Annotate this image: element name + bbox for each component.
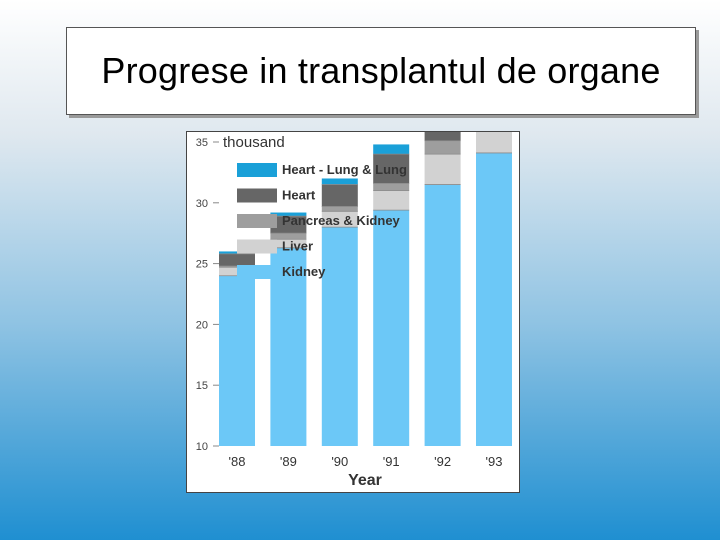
bar-segment-kidney <box>219 275 255 446</box>
bar-segment-liver <box>270 239 307 248</box>
slide-title-box: Progrese in transplantul de organe <box>66 27 696 115</box>
y-axis: 10 15 20 25 30 35 thousand <box>196 134 285 453</box>
legend-swatch <box>237 188 277 203</box>
x-tick-label: '90 <box>331 454 348 469</box>
bar-segment-kidney <box>424 184 461 446</box>
legend-label: Heart - Lung & Lung <box>282 162 407 177</box>
x-tick-label: '89 <box>280 454 297 469</box>
bar-segment-liver <box>373 190 410 211</box>
y-tick-label: 30 <box>196 198 208 210</box>
bars-group <box>219 58 512 446</box>
bar-segment-heart <box>270 216 307 234</box>
x-tick-label: '91 <box>383 454 400 469</box>
legend-label: Kidney <box>282 264 326 279</box>
unit-label: thousand <box>223 134 285 151</box>
y-tick-label: 25 <box>196 259 208 271</box>
slide-title: Progrese in transplantul de organe <box>101 50 661 91</box>
bar-segment-pancreas-kidney <box>424 140 461 155</box>
legend-label: Pancreas & Kidney <box>282 213 401 228</box>
bar-segment-pancreas-kidney <box>321 206 358 212</box>
legend-swatch <box>237 265 277 279</box>
stacked-bar-chart: 10 15 20 25 30 35 thousand Heart - Lung & Lung… <box>196 58 512 489</box>
legend-label: Liver <box>282 239 313 254</box>
bar-segment-pancreas-kidney <box>373 183 410 191</box>
x-axis-title: Year <box>348 472 382 489</box>
bar-segment-liver <box>321 211 358 228</box>
bar-segment-heart-lung-lung <box>321 178 358 185</box>
y-tick-label: 35 <box>196 137 208 149</box>
legend-label: Heart <box>282 188 316 203</box>
bar-segment-heart-lung-lung <box>270 212 307 217</box>
bar-segment-kidney <box>270 247 307 446</box>
legend-swatch <box>237 214 277 228</box>
x-tick-label: '93 <box>486 454 503 469</box>
bar-segment-kidney <box>321 227 358 446</box>
legend: Heart - Lung & Lung Heart Pancreas & Kidne… <box>237 162 407 279</box>
chart-frame: 10 15 20 25 30 35 thousand Heart - Lung & Lung… <box>186 58 520 493</box>
bar-segment-heart-lung-lung <box>373 144 410 155</box>
y-tick-label: 20 <box>196 319 208 331</box>
bar-segment-heart <box>219 253 255 267</box>
bar-segment-heart <box>321 184 358 207</box>
bar-segment-kidney <box>373 210 410 446</box>
bar-segment-kidney <box>476 152 512 446</box>
legend-swatch <box>237 239 277 254</box>
bar-segment-heart <box>424 118 461 141</box>
y-tick-label: 15 <box>196 380 208 392</box>
x-axis: '88 '89 '90 '91 '92 '93 Year <box>229 454 503 489</box>
bar-segment-liver <box>424 154 461 185</box>
bar-segment-heart <box>373 154 410 184</box>
y-tick-label: 10 <box>196 441 208 453</box>
bar-segment-pancreas-kidney <box>270 233 307 240</box>
x-tick-label: '88 <box>229 454 246 469</box>
bar-segment-liver <box>476 122 512 153</box>
x-tick-label: '92 <box>434 454 451 469</box>
legend-swatch <box>237 163 277 177</box>
